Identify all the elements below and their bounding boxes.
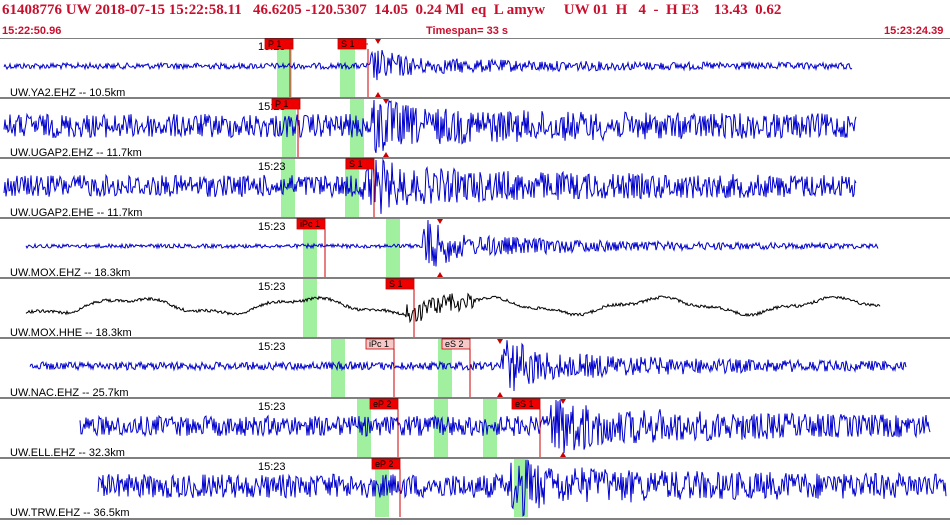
time-mark: 15:23 — [258, 401, 286, 413]
pick-label: eP 2 — [373, 399, 391, 409]
pick-box[interactable] — [511, 398, 541, 410]
time-mark: 15:23 — [258, 221, 286, 233]
pick-box[interactable] — [296, 218, 326, 230]
arrival-window — [303, 279, 317, 337]
pick-label: iPc 1 — [300, 219, 320, 229]
station-label: UW.NAC.EHZ -- 25.7km — [10, 387, 129, 399]
arrival-window — [386, 219, 400, 277]
waveform-trace[interactable] — [79, 399, 931, 454]
timespan-readout: Timespan= 33 s — [426, 25, 509, 37]
station-label: UW.MOX.HHE -- 18.3km — [10, 327, 132, 339]
station-label: UW.UGAP2.EHE -- 11.7km — [10, 207, 142, 219]
theoretical-arrival-marker — [437, 272, 443, 277]
theoretical-arrival-marker — [375, 92, 381, 97]
theoretical-arrival-marker — [560, 452, 566, 457]
theoretical-arrival-marker — [383, 99, 389, 104]
pick-box[interactable] — [371, 458, 401, 470]
seismogram-panels: 15:23 UW.YA2.EHZ -- 10.5km P 1 S 1 15:23 UW.U… — [0, 37, 950, 520]
waveform-trace[interactable] — [3, 158, 857, 214]
theoretical-arrival-marker — [497, 339, 503, 344]
pick-label: P 1 — [268, 39, 281, 49]
time-mark: 15:23 — [258, 161, 286, 173]
arrival-window — [331, 339, 345, 397]
arrival-window — [357, 399, 371, 457]
start-time: 15:22:50.96 — [2, 25, 62, 37]
time-mark: 15:23 — [258, 461, 286, 473]
pick-label: eS 2 — [445, 339, 464, 349]
station-label: UW.ELL.EHZ -- 32.3km — [10, 447, 125, 459]
station-label: UW.TRW.EHZ -- 36.5km — [10, 507, 130, 519]
pick-label: P 1 — [275, 99, 288, 109]
time-mark: 15:23 — [258, 281, 286, 293]
pick-label: eS 1 — [515, 399, 534, 409]
station-label: UW.UGAP2.EHZ -- 11.7km — [10, 147, 142, 159]
pick-box[interactable] — [365, 338, 395, 350]
arrival-window — [281, 159, 295, 217]
event-summary-line: 61408776 UW 2018-07-15 15:22:58.11 46.62… — [2, 2, 782, 18]
waveform-trace[interactable] — [97, 459, 947, 517]
arrival-window — [434, 399, 448, 457]
station-label: UW.MOX.EHZ -- 18.3km — [10, 267, 130, 279]
pick-box[interactable] — [345, 158, 375, 170]
pick-label: iPc 1 — [369, 339, 389, 349]
arrival-window — [303, 219, 317, 277]
pick-box[interactable] — [369, 398, 399, 410]
waveform-trace[interactable] — [3, 99, 857, 153]
station-label: UW.YA2.EHZ -- 10.5km — [10, 87, 125, 99]
end-time: 15:23:24.39 — [884, 25, 944, 37]
pick-label: S 1 — [349, 159, 363, 169]
waveform-trace[interactable] — [29, 340, 907, 392]
waveform-trace[interactable] — [25, 219, 879, 267]
theoretical-arrival-marker — [383, 152, 389, 157]
pick-box[interactable] — [441, 338, 471, 350]
waveform-trace[interactable] — [3, 49, 853, 81]
pick-label: S 1 — [389, 279, 403, 289]
arrival-window — [282, 99, 296, 157]
arrival-window — [483, 399, 497, 457]
theoretical-arrival-marker — [560, 399, 566, 404]
pick-box[interactable] — [385, 278, 415, 290]
theoretical-arrival-marker — [437, 219, 443, 224]
theoretical-arrival-marker — [375, 39, 381, 44]
waveform-trace[interactable] — [25, 292, 881, 324]
time-mark: 15:23 — [258, 341, 286, 353]
event-header: 61408776 UW 2018-07-15 15:22:58.11 46.62… — [0, 0, 950, 38]
pick-label: eP 2 — [375, 459, 393, 469]
pick-label: S 1 — [341, 39, 355, 49]
seismogram-canvas[interactable]: 15:23 UW.YA2.EHZ -- 10.5km P 1 S 1 15:23 UW.U… — [0, 37, 950, 520]
arrival-window — [340, 39, 355, 97]
theoretical-arrival-marker — [497, 392, 503, 397]
